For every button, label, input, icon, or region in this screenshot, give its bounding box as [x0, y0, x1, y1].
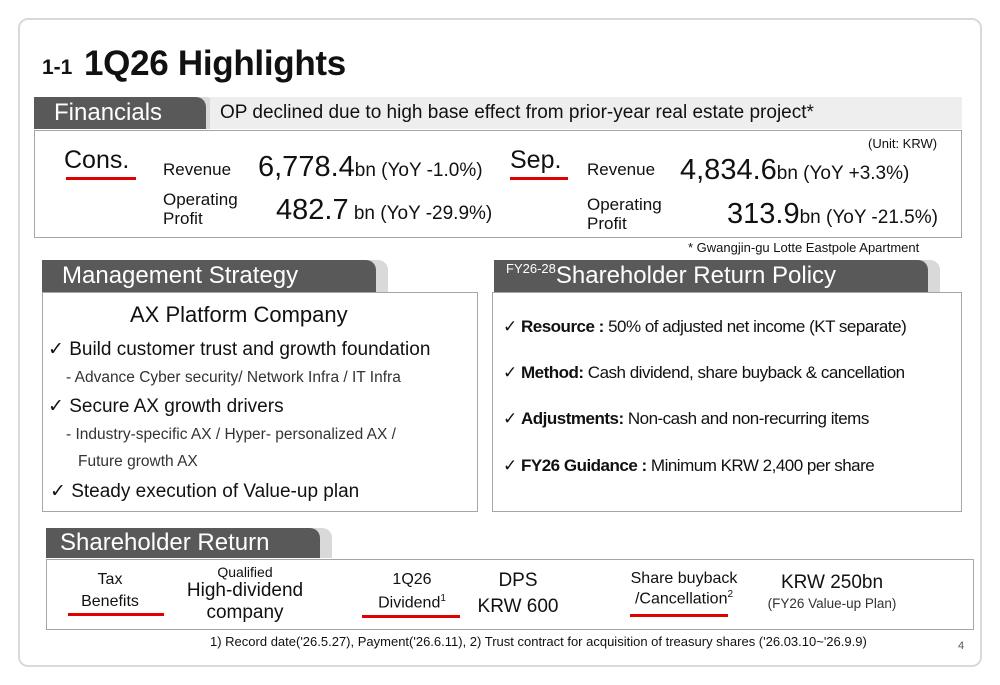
policy-item-label: Method:: [520, 363, 584, 382]
cons-revenue-value: 6,778.4: [258, 151, 355, 183]
management-heading: AX Platform Company: [130, 302, 348, 327]
company-label: company: [206, 602, 284, 623]
buyback-value: KRW 250bn: [780, 572, 884, 593]
page-number: 4: [958, 640, 965, 652]
check-icon: ✓: [48, 339, 64, 360]
sep-op-label: Operating Profit: [587, 195, 662, 233]
check-icon: ✓: [503, 363, 517, 382]
dps-value: KRW 600: [477, 596, 559, 617]
sep-underline: [510, 177, 568, 180]
cons-op-value: 482.7: [276, 194, 349, 226]
shareholder-return-box: [46, 559, 974, 630]
dividend-label: 1Q26 Dividend1: [366, 571, 458, 612]
policy-tab-title: Shareholder Return Policy: [555, 262, 837, 289]
management-item-2-sub-2: Future growth AX: [78, 453, 198, 470]
dividend-label-2: Dividend: [378, 594, 441, 612]
tax-benefits: Tax Benefits: [72, 571, 148, 611]
management-item-2: ✓ Secure AX growth drivers: [48, 395, 284, 418]
buyback-underline: [630, 614, 728, 617]
management-item-1-sub: - Advance Cyber security/ Network Infra …: [66, 369, 401, 386]
sep-op: 313.9bn (YoY -21.5%): [727, 198, 938, 231]
policy-item-text: Minimum KRW 2,400 per share: [646, 456, 875, 475]
buyback-footnote-ref: 2: [727, 589, 734, 600]
cons-underline: [66, 177, 136, 180]
sep-op-value: 313.9: [727, 198, 800, 230]
management-item-2-text: Secure AX growth drivers: [69, 396, 284, 417]
check-icon: ✓: [503, 409, 517, 428]
sep-revenue-yoy: bn (YoY +3.3%): [776, 163, 910, 184]
sep-op-label-1: Operating: [587, 195, 662, 214]
dividend-label-1: 1Q26: [392, 571, 432, 588]
tax-underline: [68, 613, 164, 616]
policy-tab-sup: FY26-28: [506, 260, 556, 276]
sep-revenue-label: Revenue: [587, 160, 656, 179]
dividend-underline: [362, 615, 460, 618]
check-icon: ✓: [503, 456, 517, 475]
dps-label: DPS: [498, 570, 538, 591]
buyback-label-1: Share buyback: [630, 570, 738, 587]
management-item-3-text: Steady execution of Value-up plan: [71, 481, 360, 502]
dividend-footnote-ref: 1: [440, 593, 446, 604]
qualified-company: Qualified High-dividend company: [170, 564, 320, 624]
check-icon: ✓: [48, 396, 64, 417]
management-item-3: ✓ Steady execution of Value-up plan: [50, 480, 359, 503]
cons-op-label-2: Profit: [163, 209, 203, 228]
management-item-1-text: Build customer trust and growth foundati…: [69, 339, 431, 360]
unit-label: (Unit: KRW): [868, 136, 938, 151]
sep-op-yoy: bn (YoY -21.5%): [799, 207, 938, 228]
financials-banner: OP declined due to high base effect from…: [210, 97, 962, 129]
policy-item-text: Non-cash and non-recurring items: [623, 409, 870, 428]
cons-op-label: Operating Profit: [163, 190, 238, 228]
policy-item-label: Resource :: [520, 317, 604, 336]
cons-op-label-1: Operating: [163, 190, 238, 209]
management-item-1: ✓ Build customer trust and growth founda…: [48, 338, 430, 361]
sep-op-label-2: Profit: [587, 214, 627, 233]
section-number: 1-1: [42, 56, 73, 79]
financials-footnote: * Gwangjin-gu Lotte Eastpole Apartment: [688, 240, 920, 255]
buyback-note: (FY26 Value-up Plan): [767, 596, 897, 611]
cons-label: Cons.: [64, 146, 130, 174]
check-icon: ✓: [503, 317, 517, 336]
qualified-label: Qualified: [217, 564, 273, 580]
tax-label-2: Benefits: [81, 593, 139, 610]
management-item-2-sub-1: - Industry-specific AX / Hyper- personal…: [66, 426, 396, 443]
high-dividend-label: High-dividend: [186, 580, 304, 601]
buyback-label: Share buyback /Cancellation2: [616, 570, 752, 608]
policy-item-text: Cash dividend, share buyback & cancellat…: [583, 363, 905, 382]
cons-revenue-yoy: bn (YoY -1.0%): [354, 160, 483, 181]
cons-revenue-label: Revenue: [163, 160, 232, 179]
policy-item-label: FY26 Guidance :: [520, 456, 647, 475]
policy-tab: FY26-28 Shareholder Return Policy: [494, 260, 928, 292]
sep-revenue-value: 4,834.6: [680, 154, 777, 186]
financials-box: [34, 130, 962, 238]
page-title: 1Q26 Highlights: [84, 44, 346, 83]
buyback-label-2: /Cancellation: [634, 590, 728, 608]
policy-item-method: ✓ Method: Cash dividend, share buyback &…: [503, 363, 905, 383]
shareholder-return-tab: Shareholder Return: [46, 528, 320, 558]
management-tab: Management Strategy: [42, 260, 376, 292]
check-icon: ✓: [50, 481, 66, 502]
sep-revenue: 4,834.6bn (YoY +3.3%): [680, 154, 909, 187]
dps: DPS KRW 600: [470, 570, 566, 618]
tax-label-1: Tax: [97, 571, 123, 588]
footnote: 1) Record date('26.5.27), Payment('26.6.…: [210, 634, 867, 649]
cons-revenue: 6,778.4bn (YoY -1.0%): [258, 151, 483, 184]
management-box: [42, 292, 478, 512]
policy-item-label: Adjustments:: [520, 409, 624, 428]
cons-op-yoy: bn (YoY -29.9%): [348, 203, 493, 224]
sep-label: Sep.: [510, 146, 562, 174]
buyback-value-block: KRW 250bn (FY26 Value-up Plan): [752, 572, 912, 611]
policy-item-resource: ✓ Resource : 50% of adjusted net income …: [503, 317, 907, 337]
cons-op: 482.7 bn (YoY -29.9%): [276, 194, 492, 227]
policy-item-text: 50% of adjusted net income (KT separate): [603, 317, 907, 336]
policy-item-adjustments: ✓ Adjustments: Non-cash and non-recurrin…: [503, 409, 869, 429]
financials-tab: Financials: [34, 97, 206, 129]
policy-box: [492, 292, 962, 512]
policy-item-guidance: ✓ FY26 Guidance : Minimum KRW 2,400 per …: [503, 456, 875, 476]
